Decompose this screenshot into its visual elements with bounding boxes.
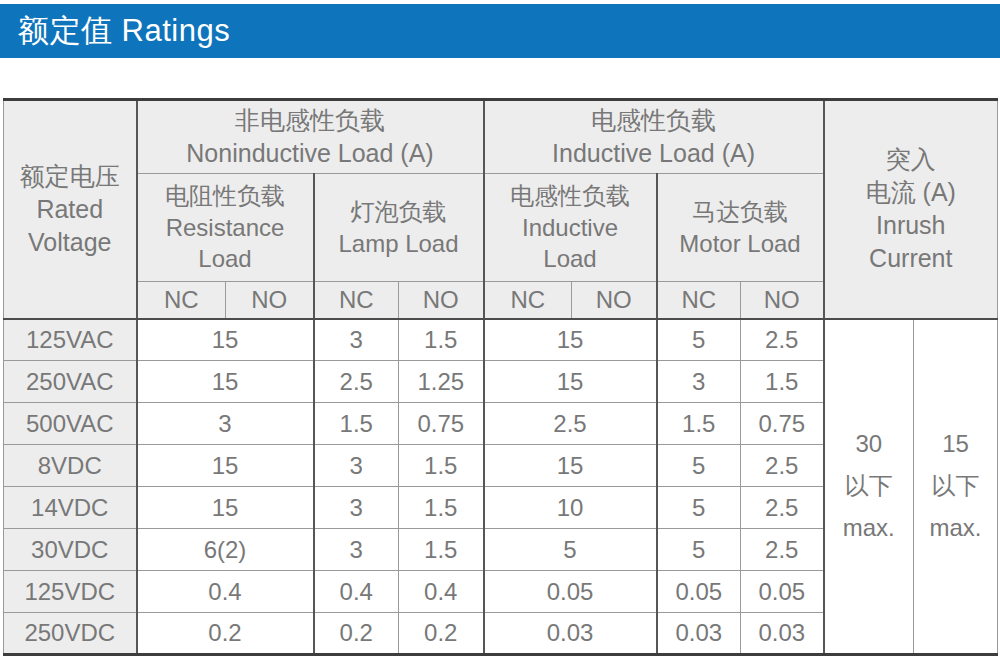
inductive-no-header: NO	[572, 282, 657, 319]
lamp-nc-value: 3	[314, 529, 399, 571]
inductive-load-header: 电感性负载 Inductive Load	[484, 174, 657, 282]
header-row-groups: 额定电压 Rated Voltage 非电感性负载 Noninductive L…	[4, 100, 998, 174]
motor-nc-value: 0.05	[657, 571, 741, 613]
lamp-nc-value: 3	[314, 445, 399, 487]
motor-nc-value: 0.03	[657, 613, 741, 655]
resistance-load-value: 0.2	[137, 613, 314, 655]
voltage-cell: 250VAC	[4, 361, 137, 403]
voltage-cell: 125VDC	[4, 571, 137, 613]
lamp-no-value: 1.5	[399, 487, 484, 529]
ratings-table: 额定电压 Rated Voltage 非电感性负载 Noninductive L…	[3, 98, 998, 656]
resistance-load-value: 0.4	[137, 571, 314, 613]
rated-voltage-header: 额定电压 Rated Voltage	[4, 100, 137, 319]
lamp-no-header: NO	[399, 282, 484, 319]
motor-no-value: 1.5	[741, 361, 824, 403]
lamp-no-value: 0.75	[399, 403, 484, 445]
resistance-load-value: 15	[137, 445, 314, 487]
inductive-load-value: 15	[484, 319, 657, 361]
motor-nc-value: 1.5	[657, 403, 741, 445]
voltage-cell: 8VDC	[4, 445, 137, 487]
resistance-load-value: 15	[137, 319, 314, 361]
motor-load-header: 马达负载 Motor Load	[657, 174, 824, 282]
inductive-load-value: 0.05	[484, 571, 657, 613]
motor-nc-value: 3	[657, 361, 741, 403]
voltage-cell: 500VAC	[4, 403, 137, 445]
lamp-no-value: 1.25	[399, 361, 484, 403]
lamp-nc-value: 1.5	[314, 403, 399, 445]
lamp-no-value: 1.5	[399, 319, 484, 361]
voltage-cell: 250VDC	[4, 613, 137, 655]
motor-no-value: 2.5	[741, 487, 824, 529]
motor-no-value: 0.03	[741, 613, 824, 655]
motor-nc-value: 5	[657, 487, 741, 529]
resistance-no-header: NO	[226, 282, 314, 319]
lamp-no-value: 1.5	[399, 529, 484, 571]
resistance-load-value: 15	[137, 487, 314, 529]
inductive-load-value: 10	[484, 487, 657, 529]
inductive-load-value: 15	[484, 445, 657, 487]
motor-no-header: NO	[741, 282, 824, 319]
inductive-nc-header: NC	[484, 282, 572, 319]
table-row-125vac: 125VAC 15 3 1.5 15 5 2.5 30 以下 max. 15 以…	[4, 319, 998, 361]
resistance-load-value: 6(2)	[137, 529, 314, 571]
lamp-load-header: 灯泡负载 Lamp Load	[314, 174, 484, 282]
lamp-no-value: 0.2	[399, 613, 484, 655]
lamp-nc-value: 2.5	[314, 361, 399, 403]
inrush-current-header: 突入 电流 (A) Inrush Current	[824, 100, 998, 319]
noninductive-group-header: 非电感性负载 Noninductive Load (A)	[137, 100, 484, 174]
resistance-load-value: 15	[137, 361, 314, 403]
lamp-nc-value: 0.4	[314, 571, 399, 613]
inductive-group-header: 电感性负载 Inductive Load (A)	[484, 100, 824, 174]
section-title-banner: 额定值 Ratings	[0, 4, 1000, 58]
motor-nc-value: 5	[657, 319, 741, 361]
inductive-load-value: 2.5	[484, 403, 657, 445]
inrush-limit-col2: 15 以下 max.	[914, 319, 998, 655]
motor-no-value: 2.5	[741, 319, 824, 361]
resistance-load-value: 3	[137, 403, 314, 445]
motor-no-value: 0.75	[741, 403, 824, 445]
lamp-nc-value: 3	[314, 319, 399, 361]
resistance-nc-header: NC	[137, 282, 226, 319]
lamp-no-value: 1.5	[399, 445, 484, 487]
motor-nc-value: 5	[657, 529, 741, 571]
page-title: 额定值 Ratings	[18, 10, 230, 52]
motor-nc-header: NC	[657, 282, 741, 319]
voltage-cell: 125VAC	[4, 319, 137, 361]
inrush-limit-col1: 30 以下 max.	[824, 319, 914, 655]
lamp-nc-value: 0.2	[314, 613, 399, 655]
lamp-no-value: 0.4	[399, 571, 484, 613]
resistance-load-header: 电阻性负载 Resistance Load	[137, 174, 314, 282]
inductive-load-value: 15	[484, 361, 657, 403]
motor-nc-value: 5	[657, 445, 741, 487]
motor-no-value: 2.5	[741, 529, 824, 571]
lamp-nc-value: 3	[314, 487, 399, 529]
motor-no-value: 0.05	[741, 571, 824, 613]
voltage-cell: 30VDC	[4, 529, 137, 571]
inductive-load-value: 5	[484, 529, 657, 571]
motor-no-value: 2.5	[741, 445, 824, 487]
voltage-cell: 14VDC	[4, 487, 137, 529]
lamp-nc-header: NC	[314, 282, 399, 319]
inductive-load-value: 0.03	[484, 613, 657, 655]
